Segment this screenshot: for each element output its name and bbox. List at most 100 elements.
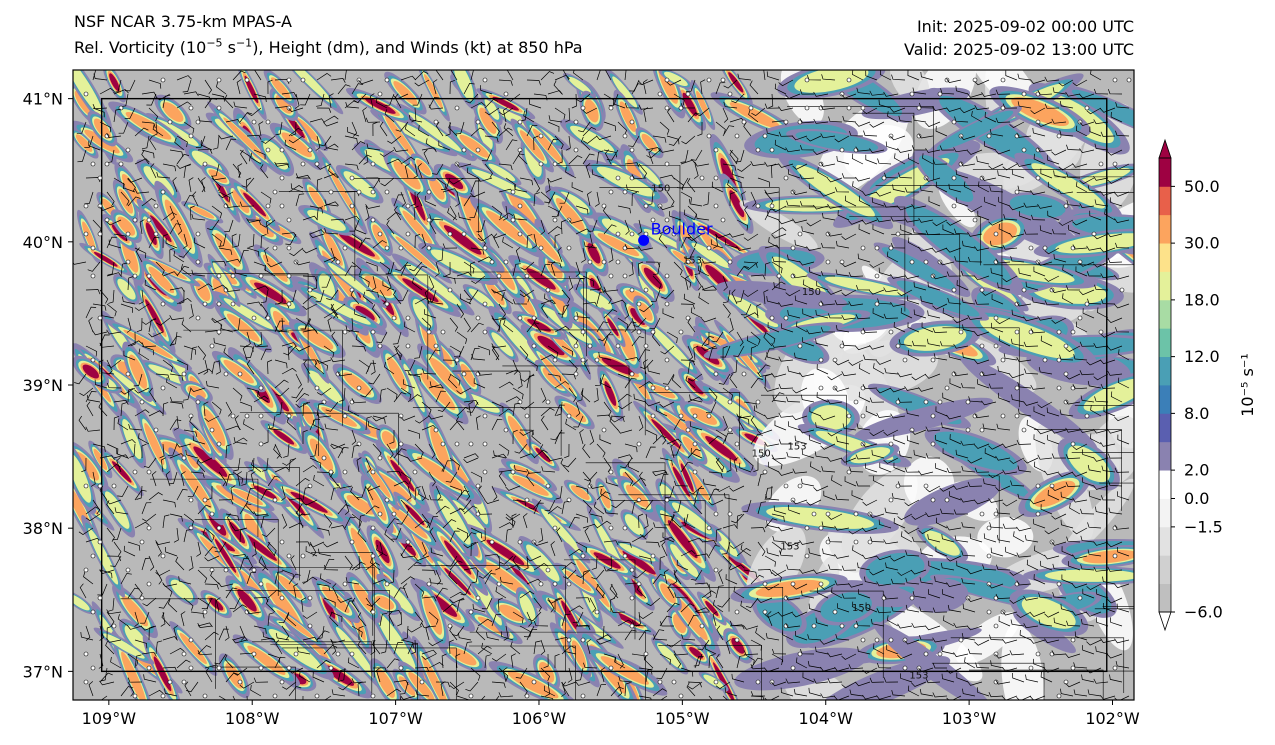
calm-wind-circle bbox=[545, 287, 551, 293]
wind-barb bbox=[1072, 611, 1088, 616]
wind-barb bbox=[645, 429, 658, 441]
wind-barb bbox=[981, 371, 997, 377]
wind-barb bbox=[251, 459, 262, 473]
wind-barb bbox=[740, 303, 752, 316]
wind-barb bbox=[786, 564, 801, 571]
wind-barb bbox=[421, 541, 427, 557]
wind-barb bbox=[1033, 406, 1046, 417]
calm-wind-circle bbox=[1014, 385, 1020, 391]
calm-wind-circle bbox=[930, 441, 936, 447]
wind-barb bbox=[737, 415, 745, 431]
wind-barb bbox=[598, 351, 612, 361]
wind-barb bbox=[225, 258, 241, 264]
wind-barb bbox=[86, 394, 101, 403]
wind-barb bbox=[722, 345, 728, 361]
wind-barb bbox=[425, 138, 437, 151]
wind-barb bbox=[856, 87, 871, 95]
wind-barb bbox=[193, 237, 206, 249]
wind-barb bbox=[1058, 79, 1074, 87]
wind-barb bbox=[788, 504, 801, 515]
wind-barb bbox=[1065, 427, 1081, 433]
wind-barb bbox=[787, 310, 801, 319]
wind-barb bbox=[766, 296, 780, 305]
wind-barb bbox=[974, 467, 990, 473]
vorticity-streak bbox=[375, 539, 390, 564]
wind-barb bbox=[400, 499, 410, 514]
wind-barb bbox=[984, 196, 997, 207]
wind-barb bbox=[577, 387, 584, 402]
vorticity-streak bbox=[705, 600, 719, 617]
wind-barb bbox=[573, 70, 584, 81]
wind-barb bbox=[155, 540, 171, 545]
wind-barb bbox=[816, 280, 829, 291]
wind-barb bbox=[869, 429, 885, 437]
wind-barb bbox=[560, 458, 570, 473]
wind-barb bbox=[491, 233, 507, 239]
wind-barb bbox=[575, 541, 587, 553]
wind-barb bbox=[197, 569, 208, 584]
wind-barb bbox=[73, 261, 87, 265]
wind-barb bbox=[371, 275, 377, 291]
wind-barb bbox=[1093, 88, 1109, 95]
vorticity-streak bbox=[128, 354, 148, 389]
calm-wind-circle bbox=[587, 343, 593, 349]
wind-barb bbox=[1030, 190, 1046, 195]
wind-barb bbox=[1110, 391, 1123, 403]
wind-barb bbox=[1080, 395, 1095, 403]
wind-barb bbox=[1096, 589, 1109, 599]
calm-wind-circle bbox=[958, 329, 964, 335]
wind-barb bbox=[687, 360, 695, 375]
vorticity-streak bbox=[193, 446, 228, 477]
wind-barb bbox=[946, 271, 962, 277]
calm-wind-circle bbox=[286, 273, 292, 279]
wind-barb bbox=[636, 584, 647, 599]
wind-barb bbox=[470, 247, 485, 255]
wind-barb bbox=[893, 517, 906, 529]
wind-barb bbox=[456, 387, 472, 395]
wind-barb bbox=[884, 367, 899, 375]
wind-barb bbox=[106, 132, 122, 138]
wind-barb bbox=[953, 371, 969, 377]
calm-wind-circle bbox=[629, 595, 635, 601]
wind-barb bbox=[180, 264, 192, 277]
county-line bbox=[875, 185, 1003, 289]
calm-wind-circle bbox=[895, 231, 901, 237]
wind-barb bbox=[407, 561, 422, 571]
wind-barb bbox=[1017, 73, 1032, 81]
wind-barb bbox=[421, 485, 427, 501]
wind-barb bbox=[127, 177, 136, 192]
wind-barb bbox=[631, 501, 640, 515]
wind-barb bbox=[295, 317, 307, 330]
wind-barb bbox=[913, 309, 927, 319]
wind-barb bbox=[680, 159, 696, 165]
wind-barb bbox=[1017, 101, 1032, 109]
wind-barb bbox=[701, 285, 717, 291]
wind-barb bbox=[1079, 261, 1095, 267]
wind-barb bbox=[801, 394, 815, 403]
wind-barb bbox=[834, 580, 850, 586]
wind-barb bbox=[631, 535, 647, 543]
wind-barb bbox=[472, 603, 486, 613]
calm-wind-circle bbox=[790, 497, 796, 503]
wind-barb bbox=[643, 513, 649, 529]
vorticity-streak bbox=[612, 76, 638, 108]
wind-barb bbox=[449, 373, 461, 386]
wind-barb bbox=[768, 237, 780, 249]
calm-wind-circle bbox=[377, 343, 383, 349]
wind-barb bbox=[581, 247, 586, 263]
wind-barb bbox=[835, 269, 850, 277]
wind-barb bbox=[188, 555, 194, 571]
wind-barb bbox=[1002, 244, 1018, 250]
wind-barb bbox=[901, 531, 913, 543]
wind-barb bbox=[575, 205, 589, 215]
vorticity-streak bbox=[936, 110, 1014, 151]
vorticity-streak bbox=[124, 625, 150, 654]
calm-wind-circle bbox=[160, 385, 166, 391]
wind-barb bbox=[314, 361, 325, 375]
vorticity-streak bbox=[570, 485, 590, 500]
wind-barb bbox=[1066, 144, 1081, 151]
wind-barb bbox=[897, 397, 913, 403]
calm-wind-circle bbox=[853, 399, 859, 405]
wind-barb bbox=[827, 536, 843, 543]
wind-barb bbox=[526, 79, 541, 86]
